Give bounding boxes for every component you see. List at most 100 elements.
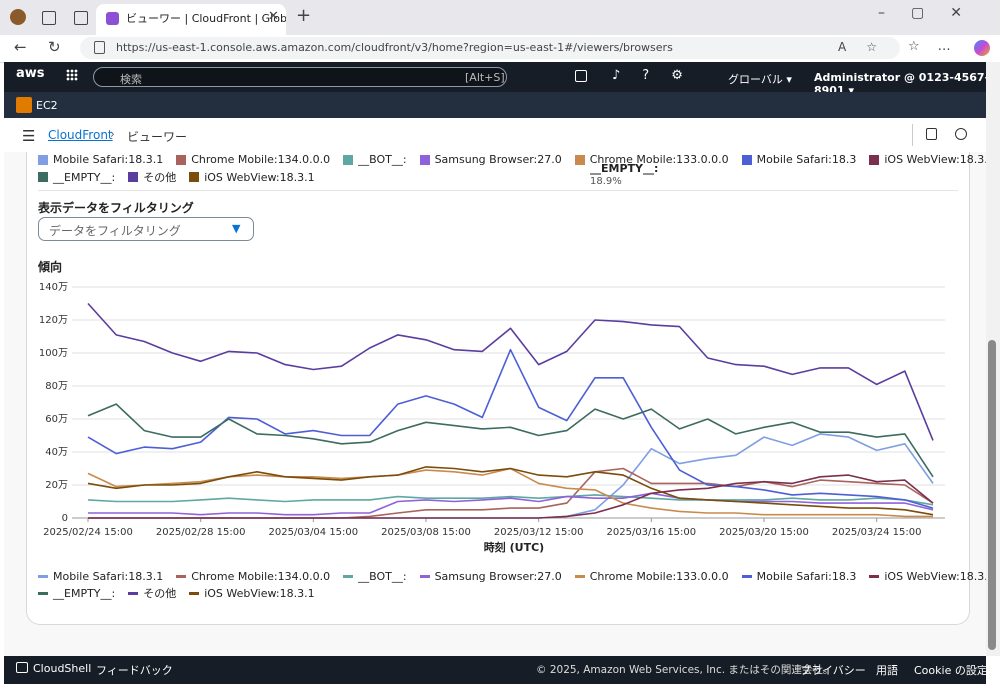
legend-item[interactable]: __EMPTY__: — [38, 585, 115, 601]
nav-icons[interactable]: ♪?⚙ — [612, 68, 705, 83]
legend-item[interactable]: iOS WebView:18.3.1 — [189, 585, 315, 601]
filter-select[interactable] — [38, 217, 254, 241]
cloudshell-link[interactable]: CloudShell — [33, 662, 92, 675]
scrollbar-thumb[interactable] — [988, 340, 996, 650]
feedback-link[interactable]: フィードバック — [96, 664, 173, 677]
breadcrumb-current: ビューワー — [127, 130, 188, 144]
legend-item[interactable]: Chrome Mobile:133.0.0.0 — [574, 153, 729, 166]
y-tick-label: 120万 — [39, 315, 68, 326]
search-shortcut: [Alt+S] — [465, 71, 505, 84]
toolbar-icons[interactable]: ☆… — [908, 39, 969, 54]
new-tab[interactable]: + — [296, 5, 312, 26]
series-line — [87, 348, 934, 509]
x-tick-label: 2025/02/28 15:00 — [156, 527, 246, 538]
tab-actions-icon[interactable] — [74, 11, 88, 25]
legend-item[interactable]: iOS WebView:18.3.2 — [869, 153, 995, 166]
legend-label: iOS WebView:18.3.2 — [884, 153, 995, 166]
legend-item[interactable]: Mobile Safari:18.3 — [741, 570, 857, 583]
favorite-ec2[interactable]: EC2 — [36, 99, 58, 112]
profile-icon[interactable] — [10, 9, 26, 25]
x-tick-label: 2025/02/24 15:00 — [43, 527, 133, 538]
address-actions[interactable]: A☆ — [838, 40, 897, 54]
window-controls[interactable]: –▢✕ — [878, 5, 988, 21]
footer — [4, 656, 986, 684]
legend-label: Chrome Mobile:134.0.0.0 — [191, 153, 331, 166]
aws-logo[interactable]: aws — [16, 66, 45, 81]
x-tick-label: 2025/03/24 15:00 — [832, 527, 922, 538]
legend-item[interactable]: iOS WebView:18.3.2 — [869, 570, 995, 583]
cloudshell-icon — [16, 662, 28, 673]
legend-item[interactable]: Samsung Browser:27.0 — [419, 153, 562, 166]
divider — [912, 124, 913, 146]
privacy-link[interactable]: プライバシー — [800, 664, 866, 677]
services-menu[interactable] — [66, 69, 78, 81]
y-tick-label: 0 — [62, 513, 68, 524]
legend-item[interactable]: Mobile Safari:18.3.1 — [38, 570, 163, 583]
settings-icon[interactable] — [955, 128, 967, 140]
legend-swatch — [869, 575, 880, 578]
panel-icon[interactable] — [926, 128, 937, 140]
reload-button[interactable]: ↻ — [48, 38, 61, 56]
legend-label: その他 — [143, 171, 177, 184]
legend-swatch — [419, 154, 430, 165]
legend-swatch — [38, 591, 48, 595]
legend-item[interactable]: その他 — [128, 169, 176, 185]
legend-item[interactable]: Mobile Safari:18.3.1 — [38, 153, 163, 166]
pie-value: 18.9% — [590, 176, 622, 187]
legend-item[interactable]: Chrome Mobile:133.0.0.0 — [574, 570, 729, 583]
legend-swatch — [869, 154, 880, 165]
tab-favicon — [106, 12, 119, 25]
legend-label: Mobile Safari:18.3.1 — [53, 153, 164, 166]
back-button[interactable]: ← — [14, 38, 27, 56]
tab-close[interactable]: ✕ — [268, 9, 279, 24]
legend-swatch — [176, 575, 187, 578]
series-line — [87, 302, 934, 441]
legend-label: Mobile Safari:18.3 — [756, 570, 857, 583]
legend-item[interactable]: __BOT__: — [343, 153, 407, 166]
legend-bottom: Mobile Safari:18.3.1 Chrome Mobile:134.0.… — [38, 570, 995, 583]
series-line — [87, 403, 934, 478]
legend-label: Mobile Safari:18.3 — [756, 153, 857, 166]
ec2-icon — [16, 97, 32, 113]
chart-title: 傾向 — [38, 260, 63, 274]
legend-item[interactable]: その他 — [128, 585, 176, 601]
copilot-icon[interactable] — [974, 40, 990, 56]
legend-swatch — [419, 575, 430, 578]
search-box[interactable] — [93, 67, 507, 87]
browser-tab[interactable]: ビューワー | CloudFront | Global — [96, 4, 286, 35]
x-axis-title: 時刻 (UTC) — [484, 540, 544, 554]
copyright: © 2025, Amazon Web Services, Inc. またはその関… — [536, 664, 834, 676]
legend-swatch — [38, 575, 48, 578]
legend-label: iOS WebView:18.3.1 — [204, 586, 315, 600]
legend-item[interactable]: __BOT__: — [343, 570, 407, 583]
site-info-icon[interactable] — [94, 41, 105, 54]
terms-link[interactable]: 用語 — [876, 664, 898, 677]
series-line — [88, 492, 934, 516]
breadcrumb-link[interactable]: CloudFront — [48, 128, 113, 142]
legend-item[interactable]: Samsung Browser:27.0 — [419, 570, 562, 583]
legend-swatch — [574, 575, 585, 578]
cloudshell-icon[interactable] — [575, 70, 587, 82]
url-field[interactable]: https://us-east-1.console.aws.amazon.com… — [80, 37, 900, 59]
legend-item[interactable]: __EMPTY__: — [38, 169, 115, 185]
legend-item[interactable]: Chrome Mobile:134.0.0.0 — [176, 570, 330, 583]
cookie-link[interactable]: Cookie の設定 — [914, 664, 988, 677]
breadcrumb-bar — [4, 118, 986, 153]
pie-label: __EMPTY__: — [590, 162, 659, 175]
legend-swatch — [128, 591, 139, 595]
divider — [38, 190, 958, 191]
collections-icon[interactable] — [42, 11, 56, 25]
legend-item[interactable]: iOS WebView:18.3.1 — [189, 169, 315, 185]
y-tick-label: 40万 — [45, 447, 68, 458]
legend-swatch — [741, 154, 752, 165]
legend-item[interactable]: Mobile Safari:18.3 — [741, 153, 857, 166]
legend-item[interactable]: Chrome Mobile:134.0.0.0 — [176, 153, 330, 166]
legend-label: Mobile Safari:18.3.1 — [53, 570, 164, 583]
region-selector[interactable]: グローバル ▾ — [728, 73, 792, 86]
x-tick-label: 2025/03/16 15:00 — [607, 527, 697, 538]
y-tick-label: 100万 — [39, 348, 68, 359]
series-line — [87, 467, 933, 518]
legend-swatch — [741, 575, 752, 578]
menu-toggle[interactable]: ☰ — [22, 127, 36, 145]
